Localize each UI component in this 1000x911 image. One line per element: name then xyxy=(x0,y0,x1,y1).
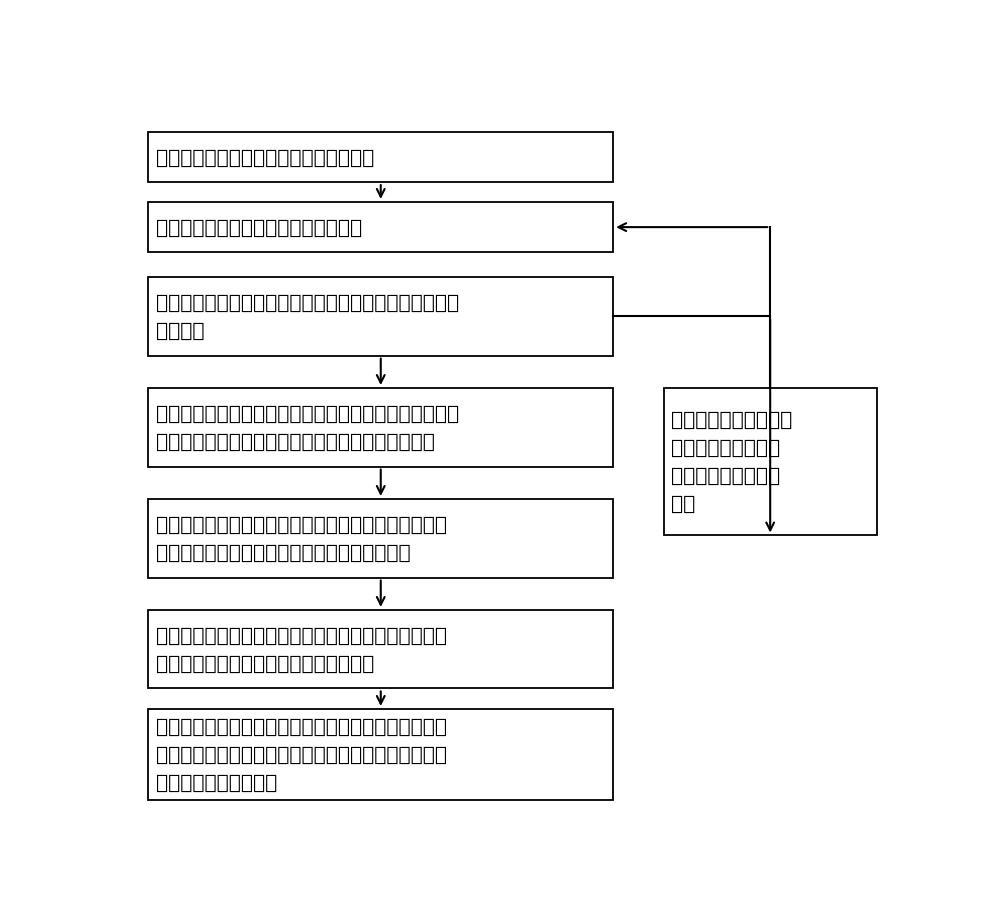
Text: 输入温度边界条件和机动车道各项污染物的排放量，模
拟得该气流组织形式下的各项污染物扩散模型。: 输入温度边界条件和机动车道各项污染物的排放量，模 拟得该气流组织形式下的各项污染… xyxy=(156,515,447,562)
Bar xyxy=(148,278,613,356)
Bar xyxy=(148,202,613,253)
Bar xyxy=(148,388,613,467)
Text: 利用软件，根据所选街道建立已知参数下的平行型峡谷街
道模型。: 利用软件，根据所选街道建立已知参数下的平行型峡谷街 道模型。 xyxy=(156,293,459,341)
Text: 在模拟软件中输入太阳辐射角度，太阳辐射时间，太阳辐
射强度，室外空气温度，风速风向等室外气象参数。: 在模拟软件中输入太阳辐射角度，太阳辐射时间，太阳辐 射强度，室外空气温度，风速风… xyxy=(156,404,459,451)
Bar xyxy=(148,709,613,800)
Bar xyxy=(148,499,613,578)
Bar xyxy=(148,610,613,689)
Text: 对各模型下得到的空气污染指数进行分析，做出最优选
择。输出最优状况下的街道高宽比、建筑外表面材料以
及两侧绿化植被设计。: 对各模型下得到的空气污染指数进行分析，做出最优选 择。输出最优状况下的街道高宽比… xyxy=(156,717,447,793)
Bar xyxy=(148,132,613,183)
Text: 计算所选地区街道污染物的排放情况。: 计算所选地区街道污染物的排放情况。 xyxy=(156,219,362,238)
Text: 由扩散模型得到行人高度人行道和非机动车道的污染物
浓度分布，计算该区域的空气污染指数。: 由扩散模型得到行人高度人行道和非机动车道的污染物 浓度分布，计算该区域的空气污染… xyxy=(156,626,447,673)
Bar xyxy=(664,388,877,536)
Text: 街道高宽比，建筑外表
面材料以及两侧绿化
植被设计进行随机组
合。: 街道高宽比，建筑外表 面材料以及两侧绿化 植被设计进行随机组 合。 xyxy=(671,411,793,514)
Text: 确定研究地区，收集该地区的气象参数。: 确定研究地区，收集该地区的气象参数。 xyxy=(156,148,374,168)
